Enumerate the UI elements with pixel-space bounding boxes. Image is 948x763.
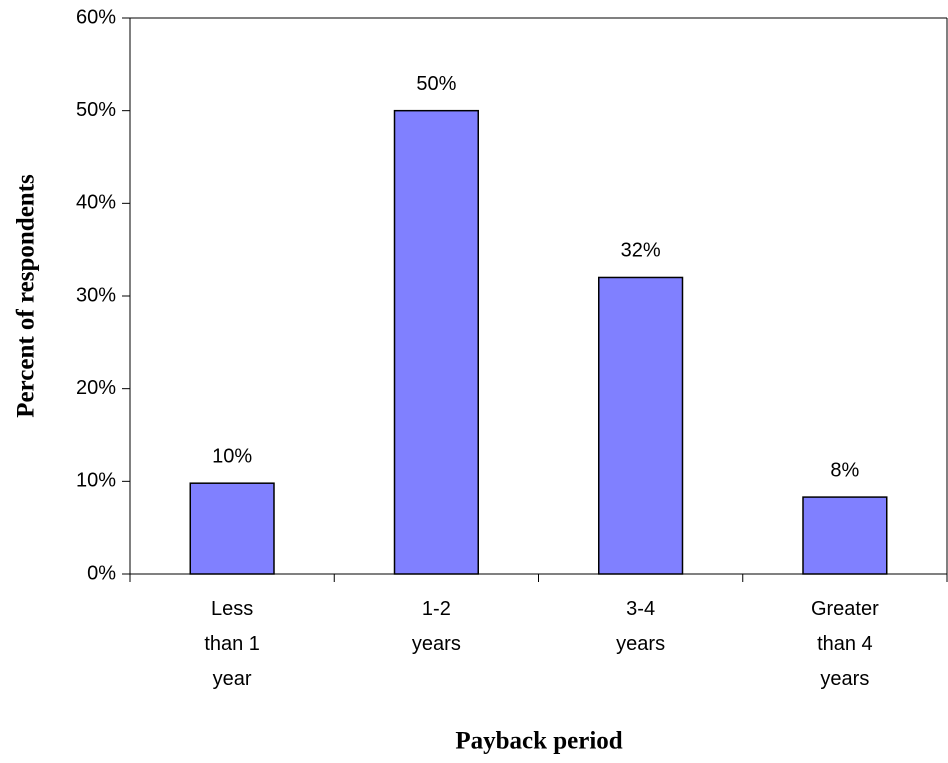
bar	[598, 276, 684, 575]
x-tick-label: 3-4 years	[616, 598, 666, 655]
x-tick-label: 1-2 years	[411, 598, 461, 655]
bar	[802, 496, 888, 575]
y-tick-label: 60%	[76, 6, 116, 28]
x-axis-title: Payback period	[455, 728, 622, 755]
y-tick-label: 30%	[76, 284, 116, 306]
x-tick-label: Less than 1 year	[204, 598, 260, 690]
y-axis-title: Percent of respondents	[13, 174, 40, 418]
x-tick-label: Greater than 4 years	[810, 598, 879, 690]
bar	[189, 482, 275, 575]
y-tick-label: 0%	[87, 562, 116, 584]
value-label: 8%	[830, 459, 859, 481]
value-label: 32%	[621, 240, 661, 262]
y-tick-label: 20%	[76, 377, 116, 399]
value-label: 10%	[212, 445, 252, 467]
y-tick-label: 10%	[76, 470, 116, 492]
y-tick-label: 40%	[76, 192, 116, 214]
value-label: 50%	[416, 73, 456, 95]
y-tick-label: 50%	[76, 99, 116, 121]
bar	[393, 109, 479, 575]
